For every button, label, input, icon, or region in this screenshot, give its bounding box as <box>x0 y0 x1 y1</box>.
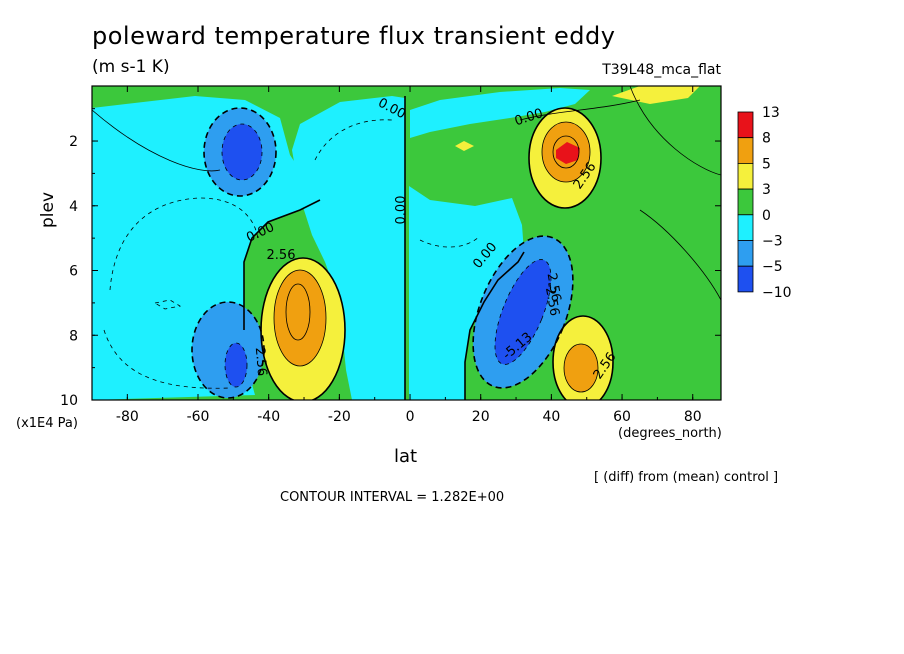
high-nh-upper-peak <box>556 142 580 164</box>
x-tick-label: -20 <box>328 409 351 425</box>
y-axis-unit: (x1E4 Pa) <box>16 416 78 431</box>
colorbar-label: 5 <box>762 156 771 172</box>
negative-region-nh <box>409 186 524 400</box>
x-ticks: -80 -60 -40 -20 0 20 40 60 80 <box>91 86 702 425</box>
colorbar-label: −5 <box>762 259 783 275</box>
x-tick-label: 60 <box>613 409 631 425</box>
x-tick-label: 20 <box>472 409 490 425</box>
chart-title: poleward temperature flux transient eddy <box>92 22 616 50</box>
contour-interval: CONTOUR INTERVAL = 1.282E+00 <box>280 490 505 505</box>
colorbar-swatch <box>737 188 754 216</box>
colorbar-swatch <box>737 111 754 139</box>
x-tick-label: 40 <box>542 409 560 425</box>
y-tick-label: 10 <box>60 393 78 409</box>
x-tick-label: 0 <box>406 409 415 425</box>
dashed-contours <box>191 107 574 399</box>
small-negative-patch <box>357 262 381 284</box>
negative-region-top <box>410 88 590 138</box>
y-tick-label: 8 <box>69 328 78 344</box>
colorbar-swatch <box>737 137 754 164</box>
x-tick-label: -40 <box>257 409 280 425</box>
colorbar: 13 8 5 3 0 −3 −5 −10 <box>737 105 792 301</box>
thin-dashed-contours <box>103 119 552 389</box>
y-tick-label: 2 <box>69 134 78 150</box>
high-nh-lower-core <box>564 344 598 392</box>
small-high-patch <box>455 141 474 151</box>
contour-label: -2.56 <box>541 282 562 318</box>
y-tick-label: 6 <box>69 264 78 280</box>
thin-contours <box>92 86 721 393</box>
x-axis-unit: (degrees_north) <box>618 426 722 441</box>
experiment-label: T39L48_mca_flat <box>602 62 721 78</box>
chart-units: (m s-1 K) <box>92 57 170 77</box>
contour-label: 0.00 <box>394 196 409 225</box>
low-nh-core <box>495 259 551 365</box>
contour-fill-layer <box>92 86 721 400</box>
contour-label: 2.56 <box>267 248 296 263</box>
colorbar-label: −10 <box>762 285 792 301</box>
colorbar-label: 8 <box>762 131 771 147</box>
colorbar-label: 3 <box>762 182 771 198</box>
x-tick-label: -60 <box>187 409 210 425</box>
colorbar-label: 0 <box>762 208 771 224</box>
colorbar-swatch <box>737 214 754 241</box>
low-sh-upper-core <box>222 124 262 180</box>
low-sh-lower-core <box>225 343 247 387</box>
colorbar-swatch <box>737 240 754 267</box>
negative-region-eq <box>292 96 405 400</box>
x-tick-label: -80 <box>116 409 139 425</box>
diff-note: [ (diff) from (mean) control ] <box>594 470 779 485</box>
colorbar-swatch <box>737 265 754 293</box>
contour-label: 2.56 <box>252 347 269 377</box>
plot-frame <box>91 85 722 401</box>
y-tick-label: 4 <box>69 199 78 215</box>
x-tick-label: 80 <box>684 409 702 425</box>
high-sh-core <box>274 270 326 366</box>
high-top-right <box>612 86 700 104</box>
solid-contours <box>243 96 614 400</box>
contour-label: 2.56 <box>544 272 564 303</box>
colorbar-swatch <box>737 162 754 190</box>
y-ticks: 2 4 6 8 10 <box>60 108 721 409</box>
colorbar-label: −3 <box>762 234 783 250</box>
x-axis-label: lat <box>394 446 418 467</box>
colorbar-label: 13 <box>762 105 780 121</box>
